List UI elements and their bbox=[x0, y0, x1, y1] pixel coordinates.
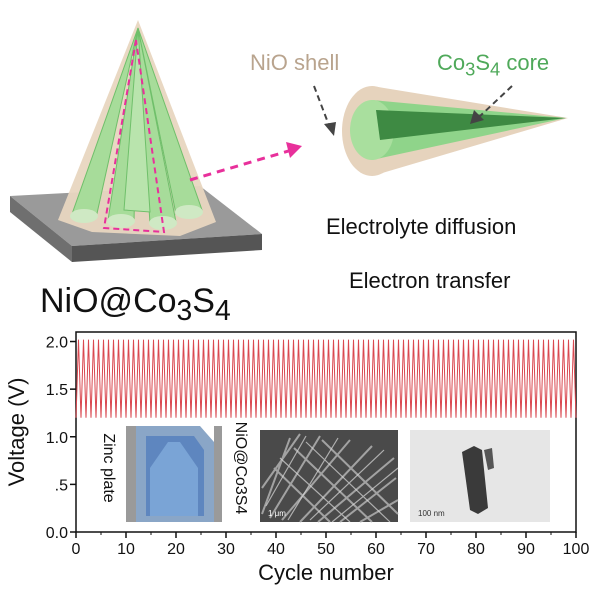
rod-base bbox=[175, 205, 203, 219]
y-tick-label: 0.0 bbox=[46, 525, 68, 542]
sem-image: 1 μm bbox=[260, 430, 399, 523]
core-pointer-head bbox=[470, 110, 484, 124]
zinc-plate-bar bbox=[126, 426, 136, 522]
cycling-chart: 0 10 20 30 40 50 60 70 80 90 100 0.0 .5 1.0 1.5 2.0 Cy… bbox=[4, 331, 590, 585]
shell-pointer bbox=[313, 85, 331, 129]
rod-base bbox=[107, 214, 135, 228]
voltage-curve-layer bbox=[75, 339, 577, 418]
y-axis-ticks: 0.0 .5 1.0 1.5 2.0 bbox=[46, 335, 76, 542]
x-tick-label: 100 bbox=[563, 541, 590, 558]
x-tick-label: 0 bbox=[72, 541, 81, 558]
core-rod bbox=[123, 27, 151, 213]
x-tick-label: 60 bbox=[367, 541, 385, 558]
x-tick-label: 40 bbox=[267, 541, 285, 558]
y-tick-label: .5 bbox=[55, 477, 68, 494]
highlight-outline bbox=[102, 39, 166, 234]
x-axis-title: Cycle number bbox=[258, 560, 394, 585]
cell-channel bbox=[150, 442, 198, 516]
x-tick-label: 80 bbox=[467, 541, 485, 558]
y-tick-label: 1.5 bbox=[46, 382, 68, 399]
schematic-illustration bbox=[10, 20, 568, 262]
substrate-side bbox=[72, 234, 262, 262]
x-tick-label: 90 bbox=[517, 541, 535, 558]
cathode-bar bbox=[214, 426, 222, 522]
voltage-curve bbox=[75, 339, 577, 418]
zoom-arrow-head bbox=[286, 142, 302, 158]
co3s4-core-label: Co3S4 core bbox=[437, 50, 550, 80]
battery-inset: Zinc plate NiO@Co3S4 bbox=[100, 422, 249, 522]
tem-image: 100 nm bbox=[410, 430, 550, 522]
x-tick-label: 20 bbox=[167, 541, 185, 558]
material-label: NiO@Co3S4 bbox=[40, 282, 231, 327]
x-tick-label: 30 bbox=[217, 541, 235, 558]
x-tick-label: 10 bbox=[117, 541, 135, 558]
x-axis-ticks: 0 10 20 30 40 50 60 70 80 90 100 bbox=[72, 532, 590, 558]
zoom-arrow-line bbox=[189, 148, 293, 182]
core-pointer bbox=[477, 85, 513, 119]
y-tick-label: 1.0 bbox=[46, 430, 68, 447]
nio-shell-label: NiO shell bbox=[250, 50, 340, 75]
x-tick-label: 70 bbox=[417, 541, 435, 558]
shell-pointer-head bbox=[324, 122, 336, 136]
sem-scale-bar: 1 μm bbox=[268, 509, 286, 518]
cathode-label: NiO@Co3S4 bbox=[232, 422, 249, 515]
substrate-front bbox=[10, 196, 72, 262]
y-tick-label: 2.0 bbox=[46, 335, 68, 352]
tem-scale-bar: 100 nm bbox=[418, 509, 445, 518]
zinc-plate-label: Zinc plate bbox=[100, 433, 117, 502]
electrolyte-diffusion-label: Electrolyte diffusion bbox=[326, 214, 517, 239]
rod-base bbox=[149, 216, 177, 230]
x-tick-label: 50 bbox=[317, 541, 335, 558]
electron-transfer-label: Electron transfer bbox=[349, 268, 511, 293]
y-axis-title: Voltage (V) bbox=[4, 378, 29, 487]
single-cone-core-shade bbox=[376, 110, 566, 140]
rod-base bbox=[70, 209, 98, 223]
